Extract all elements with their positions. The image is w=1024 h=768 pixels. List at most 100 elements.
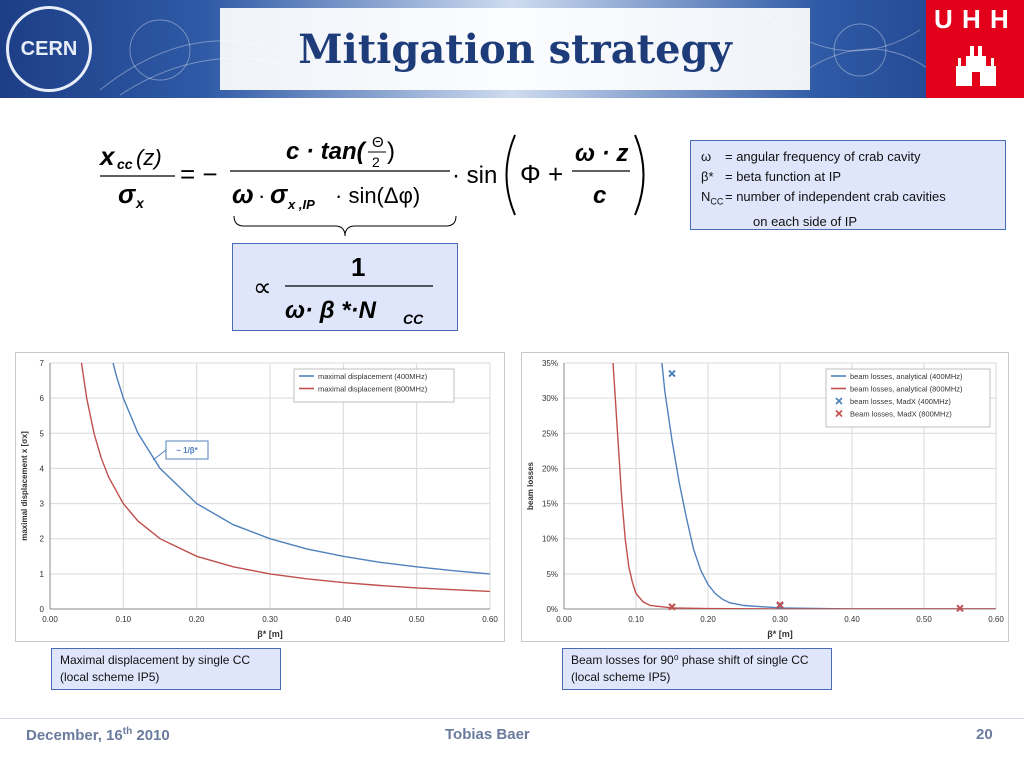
x-tick-label: 0.20 [700, 615, 716, 624]
y-tick-label: 5 [40, 429, 45, 438]
y-tick-label: 25% [542, 429, 558, 438]
formula-den-sub: x ,IP [287, 197, 315, 212]
proportional-denominator-sub: CC [403, 311, 424, 327]
y-tick-label: 2 [40, 535, 45, 544]
marker-stroke [668, 369, 676, 378]
legend-box [293, 368, 455, 403]
data-point-marker [668, 369, 676, 378]
definition-text: = beta function at IP [725, 169, 841, 184]
x-tick-label: 0.10 [628, 615, 644, 624]
footer-page-number: 20 [976, 726, 993, 743]
proportional-denominator: ω· β *·N [285, 297, 377, 324]
caption-line: Beam losses for 90⁰ phase shift of singl… [571, 653, 809, 667]
formula-phi-plus: Φ + [520, 159, 563, 189]
formula-sin: · sin [452, 162, 497, 189]
cern-logo: CERN [6, 6, 92, 92]
formula-den-sigma: σ [270, 179, 289, 209]
marker-stroke [956, 604, 964, 613]
footer-divider [0, 718, 1024, 719]
formula-lhs-num-sub: cc [117, 156, 133, 172]
definition-text: = angular frequency of crab cavity [725, 149, 921, 164]
underbrace [233, 215, 457, 237]
annotation-box [165, 440, 209, 460]
annotation-label: ~ 1/β* [176, 446, 198, 455]
annotation-pointer [152, 449, 167, 461]
caption-beam-losses: Beam losses for 90⁰ phase shift of singl… [562, 648, 832, 690]
legend-entry: beam losses, MadX (400MHz) [850, 397, 951, 406]
definition-ncc: NCC = number of independent crab cavities [701, 187, 995, 212]
formula-theta: Θ [372, 134, 384, 151]
proportionality-formula: ∝ 1 ω· β *·N CC [253, 252, 433, 327]
formula-equals-minus: = − [180, 159, 218, 189]
x-tick-label: 0.30 [772, 615, 788, 624]
series-group [612, 363, 996, 609]
y-tick-label: 30% [542, 394, 558, 403]
y-tick-label: 35% [542, 359, 558, 368]
legend-entry: maximal displacement (800MHz) [318, 385, 428, 394]
displacement-chart-frame: 0 1 2 3 4 5 6 7 0.00 0.10 0.20 0.30 0.40 0.50 0.60 β* [… [15, 352, 505, 642]
formula-wz: ω · z [575, 140, 628, 167]
data-point-marker [956, 604, 964, 613]
formula-two: 2 [372, 154, 380, 170]
y-tick-label: 15% [542, 500, 558, 509]
definitions-box: ω = angular frequency of crab cavity β* = … [690, 140, 1006, 230]
data-point-marker [776, 601, 784, 609]
uhh-logo-text: U H H [934, 4, 1010, 34]
uhh-logo: U H H [926, 0, 1024, 98]
y-tick-label: 7 [40, 359, 45, 368]
footer-date: December, 16th 2010 [26, 726, 170, 744]
definition-text: = number of independent crab cavities [725, 189, 946, 204]
displacement-chart: 0 1 2 3 4 5 6 7 0.00 0.10 0.20 0.30 0.40 0.50 0.60 β* [… [20, 359, 498, 639]
definition-symbol: ω [701, 149, 712, 164]
x-tick-label: 0.10 [116, 615, 132, 624]
proportional-numerator: 1 [351, 252, 365, 282]
formula-lhs-den-sub: x [135, 195, 145, 211]
x-tick-label: 0.40 [336, 615, 352, 624]
proportional-symbol: ∝ [253, 272, 272, 302]
footer-author: Tobias Baer [445, 726, 530, 743]
formula-num-close: ) [387, 138, 395, 165]
formula-lhs-num-arg: (z) [136, 145, 162, 170]
y-tick-label: 20% [542, 464, 558, 473]
title-box: Mitigation strategy [220, 8, 810, 90]
beam-losses-chart-frame: 0% 5% 10% 15% 20% 25% 30% 35% 0.00 0.10 0.20 0.30 0.… [521, 352, 1009, 642]
legend-entry: beam losses, analytical (400MHz) [850, 372, 963, 381]
legend-marker [835, 397, 843, 405]
definition-beta: β* = beta function at IP [701, 167, 995, 187]
x-tick-label: 0.60 [482, 615, 498, 624]
crab-cavity-formula: x cc (z) σ x = − c · tan( Θ 2 ) ω · σ x … [98, 134, 645, 216]
series-line [612, 363, 996, 609]
caption-line: Maximal displacement by single CC [60, 653, 251, 667]
formula-c-den: c [593, 182, 606, 209]
legend-entry: maximal displacement (400MHz) [318, 372, 428, 381]
series-group [80, 363, 490, 593]
y-tick-label: 0% [546, 605, 558, 614]
header-banner: CERN Mitigation strategy U H H [0, 0, 1024, 98]
x-tick-label: 0.30 [262, 615, 278, 624]
beam-losses-chart: 0% 5% 10% 15% 20% 25% 30% 35% 0.00 0.10 0.20 0.30 0.… [526, 359, 1004, 639]
definition-symbol: β* [701, 169, 714, 184]
y-tick-label: 5% [546, 570, 558, 579]
series-line [80, 363, 490, 593]
formula-lhs-num: x [98, 141, 116, 171]
proportionality-box: ∝ 1 ω· β *·N CC [232, 243, 458, 331]
marker-stroke [776, 601, 784, 609]
y-tick-label: 6 [40, 394, 45, 403]
data-point-marker [668, 603, 676, 611]
x-tick-label: 0.20 [189, 615, 205, 624]
legend-marker [835, 409, 843, 418]
definition-symbol: NCC [701, 189, 724, 207]
marker-stroke [668, 603, 676, 611]
y-tick-label: 10% [542, 535, 558, 544]
legend-entry: Beam losses, MadX (800MHz) [850, 410, 952, 419]
definition-ncc-cont: on each side of IP [753, 213, 858, 229]
caption-line: (local scheme IP5) [60, 670, 160, 684]
caption-line: (local scheme IP5) [571, 670, 671, 684]
series-line [112, 363, 490, 575]
formula-den-sin: · sin(Δφ) [335, 183, 420, 208]
y-axis-label: beam losses [526, 461, 535, 510]
formula-lhs-den: σ [118, 179, 137, 209]
definition-omega: ω = angular frequency of crab cavity [701, 147, 995, 167]
legend-box [825, 368, 991, 428]
formula-den-dot: · [258, 183, 265, 208]
